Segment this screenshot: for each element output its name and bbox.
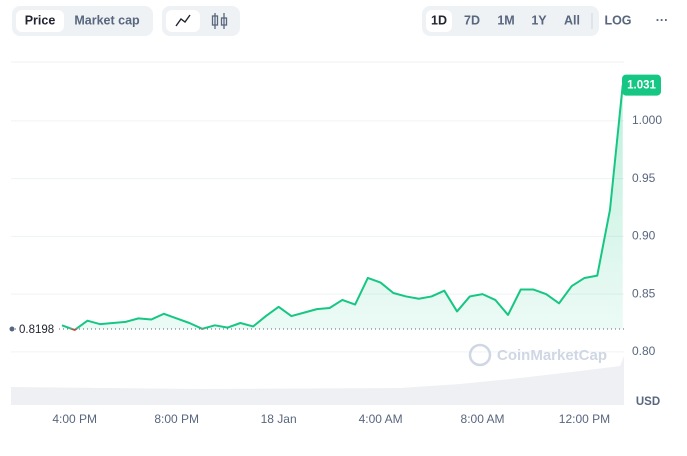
x-tick-label: 8:00 PM [154, 412, 199, 426]
price-tag [622, 74, 661, 96]
range-button[interactable]: 1M [497, 13, 514, 27]
y-tick-label: 1.000 [632, 113, 662, 127]
range-active [426, 10, 452, 32]
line-icon [175, 14, 191, 27]
price-tag-label: 1.031 [627, 80, 656, 92]
volume-area [11, 356, 624, 405]
reference-label-bg [16, 321, 56, 338]
range-group [422, 6, 599, 36]
area [61, 85, 623, 330]
x-tick-label: 4:00 AM [359, 412, 403, 426]
reference-dot [9, 326, 15, 332]
log-button[interactable]: LOG [604, 13, 631, 27]
price-line [61, 84, 624, 330]
y-tick-label: 0.95 [632, 171, 656, 185]
range-button[interactable]: All [564, 13, 580, 27]
reference-label: 0.8198 [19, 324, 54, 336]
x-tick-label: 4:00 PM [52, 412, 97, 426]
x-tick-label: 8:00 AM [461, 412, 505, 426]
range-button[interactable]: 7D [464, 13, 480, 27]
x-tick-label: 12:00 PM [559, 412, 610, 426]
y-tick-label: 0.90 [632, 229, 656, 243]
candle-button[interactable] [211, 13, 228, 29]
range-button[interactable]: 1D [431, 13, 447, 27]
watermark: CoinMarketCap [468, 343, 607, 367]
more-button[interactable]: ··· [656, 13, 669, 27]
range-button[interactable]: 1Y [531, 13, 547, 27]
currency-label: USD [636, 396, 660, 408]
y-tick-label: 0.85 [632, 286, 656, 300]
x-tick-label: 18 Jan [261, 412, 297, 426]
view-active [16, 10, 64, 32]
view-button[interactable]: Price [25, 13, 56, 27]
view-button[interactable]: Market cap [74, 13, 140, 27]
y-tick-label: 0.80 [632, 344, 656, 358]
watermark-text: CoinMarketCap [497, 347, 607, 364]
